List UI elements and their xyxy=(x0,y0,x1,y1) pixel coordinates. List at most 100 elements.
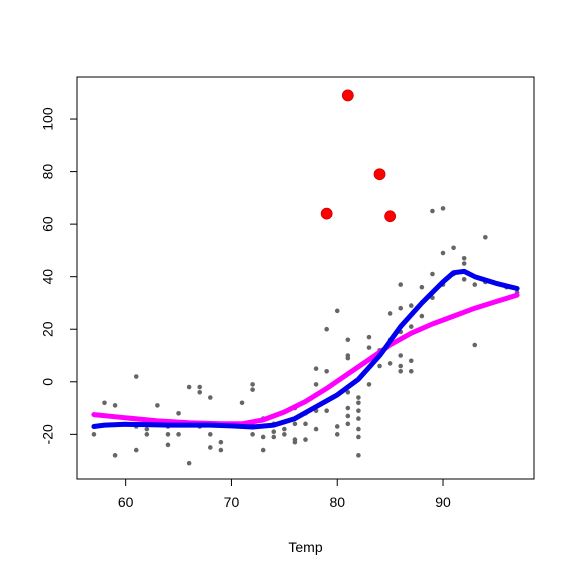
data-point xyxy=(408,303,414,308)
data-point xyxy=(218,439,224,445)
x-tick-label: 60 xyxy=(118,494,134,510)
data-point xyxy=(250,432,255,437)
data-point xyxy=(207,432,213,437)
data-point xyxy=(419,313,425,319)
data-point xyxy=(292,421,298,427)
y-tick-label: 60 xyxy=(40,216,56,232)
data-point xyxy=(387,311,393,316)
data-point xyxy=(461,255,467,261)
data-point xyxy=(324,408,329,413)
data-point xyxy=(483,234,488,240)
data-point xyxy=(356,395,361,400)
data-point xyxy=(144,432,150,437)
data-point xyxy=(91,432,97,437)
y-tick-label: 40 xyxy=(40,269,56,285)
data-point xyxy=(155,403,160,408)
data-point xyxy=(144,426,150,432)
data-point xyxy=(334,424,340,429)
data-point xyxy=(334,308,340,314)
data-point xyxy=(250,382,255,387)
data-point xyxy=(430,271,435,277)
data-point xyxy=(408,358,414,364)
data-point xyxy=(313,382,319,387)
data-point xyxy=(102,400,107,406)
data-point xyxy=(345,405,351,411)
y-tick-label: -20 xyxy=(40,424,56,444)
data-point xyxy=(356,408,361,413)
data-point xyxy=(239,400,245,406)
data-point xyxy=(356,400,361,406)
data-point xyxy=(176,432,181,437)
highlighted-point xyxy=(373,168,386,181)
data-point xyxy=(419,284,425,290)
x-tick-label: 70 xyxy=(224,494,240,510)
data-point xyxy=(398,305,404,311)
data-point xyxy=(260,434,266,440)
data-point xyxy=(133,447,139,453)
data-point xyxy=(197,384,203,390)
data-point xyxy=(313,426,319,432)
data-point xyxy=(282,432,287,437)
data-point xyxy=(165,442,171,448)
data-point xyxy=(356,416,361,421)
data-point xyxy=(207,445,213,450)
data-point xyxy=(133,374,139,379)
highlighted-point xyxy=(320,207,333,220)
data-point xyxy=(408,324,414,329)
data-point xyxy=(366,382,372,387)
data-point xyxy=(250,387,255,392)
smooth-line-blue xyxy=(91,268,520,430)
data-point xyxy=(271,429,277,435)
data-point xyxy=(218,447,224,453)
data-point xyxy=(461,261,467,266)
data-point xyxy=(398,282,404,287)
y-tick-label: 20 xyxy=(40,321,56,337)
y-axis: -20 0 20 40 60 80 100 xyxy=(40,107,78,444)
x-tick-label: 90 xyxy=(435,494,451,510)
data-point xyxy=(186,384,192,390)
data-point xyxy=(345,355,351,361)
data-point xyxy=(461,277,467,282)
data-point xyxy=(398,368,404,374)
data-point xyxy=(324,326,329,332)
data-point xyxy=(207,395,213,400)
data-point xyxy=(186,460,192,466)
data-point xyxy=(430,208,435,214)
lines-layer xyxy=(91,268,520,430)
data-point xyxy=(472,342,478,348)
y-tick-label: 80 xyxy=(40,164,56,180)
data-point xyxy=(472,282,478,287)
x-axis: 60 70 80 90 xyxy=(118,478,451,510)
data-point xyxy=(112,403,118,408)
data-point xyxy=(165,432,171,437)
data-point xyxy=(440,206,446,211)
data-point xyxy=(366,334,372,340)
data-point xyxy=(271,434,277,440)
y-tick-label: 100 xyxy=(40,107,56,131)
data-point xyxy=(324,368,329,374)
data-point xyxy=(282,426,287,432)
data-point xyxy=(440,250,446,256)
data-point xyxy=(451,245,456,251)
data-point xyxy=(345,413,351,419)
data-point xyxy=(313,366,319,371)
data-point xyxy=(197,389,203,395)
data-point xyxy=(303,421,308,427)
data-point xyxy=(345,389,351,395)
x-tick-label: 80 xyxy=(329,494,345,510)
y-tick-label: 0 xyxy=(40,378,56,386)
data-point xyxy=(377,363,382,369)
data-point xyxy=(345,337,351,343)
data-point xyxy=(398,363,404,369)
x-axis-label: Temp xyxy=(288,539,322,555)
data-point xyxy=(356,426,361,432)
data-point xyxy=(408,368,414,374)
highlight-layer xyxy=(320,89,397,223)
data-point xyxy=(356,453,361,458)
highlighted-point xyxy=(341,89,354,102)
highlighted-point xyxy=(384,210,397,223)
data-point xyxy=(260,447,266,453)
data-point xyxy=(112,453,118,458)
data-point xyxy=(292,439,298,445)
